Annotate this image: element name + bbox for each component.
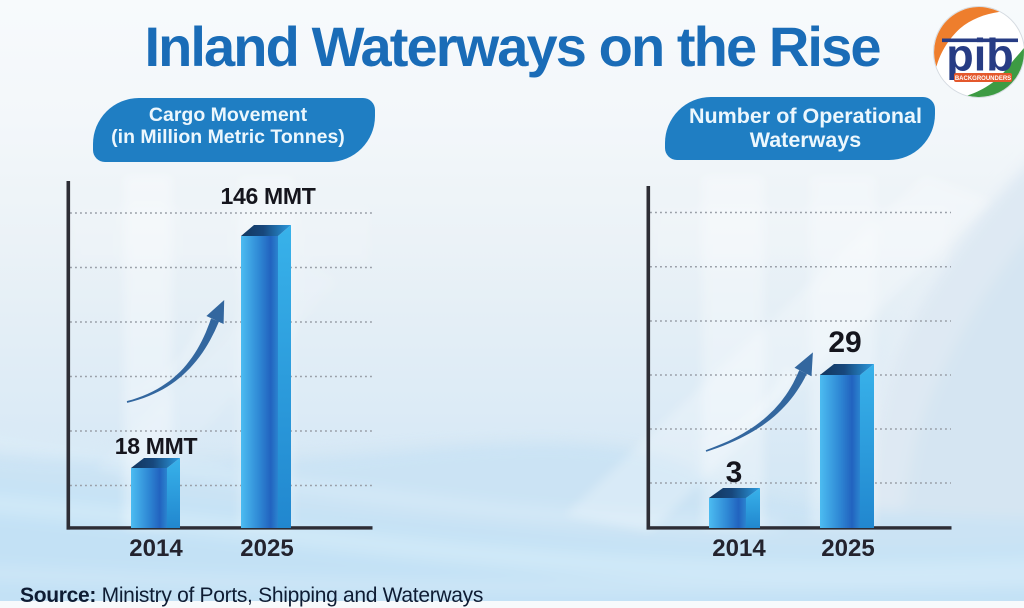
- svg-text:BACKGROUNDERS: BACKGROUNDERS: [955, 76, 1011, 82]
- svg-text:pib: pib: [946, 30, 1013, 81]
